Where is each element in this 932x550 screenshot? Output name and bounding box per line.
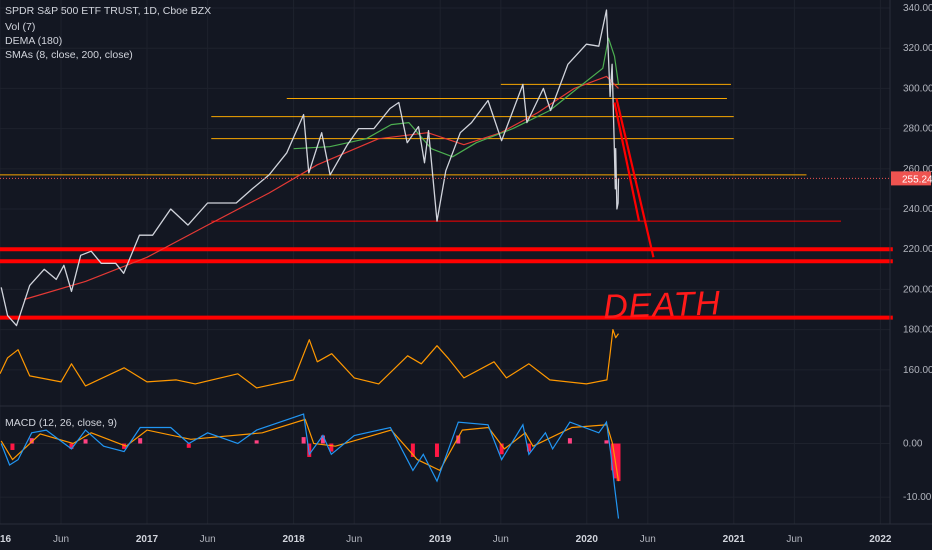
dema-line (23, 75, 619, 301)
symbol-title[interactable]: SPDR S&P 500 ETF TRUST, 1D, Cboe BZX (5, 5, 212, 17)
macd-histogram-bar (186, 443, 191, 448)
macd-histogram-bar (604, 440, 609, 444)
macd-histogram-bar (526, 443, 531, 452)
indicator-vol[interactable]: Vol (7) (5, 21, 36, 33)
time-axis[interactable]: 2016 Jun 2017 Jun 2018 Jun 2019 Jun 2020 Jun 2021 J… (0, 534, 892, 545)
macd-histogram-bar (410, 443, 415, 457)
macd-histogram-bar (254, 440, 259, 444)
macd-histogram-bar (456, 435, 461, 444)
macd-histogram-bar (122, 443, 127, 449)
macd-histogram-bar (301, 437, 306, 444)
macd-histogram-bar (138, 438, 143, 444)
time-tick-label: 2017 (136, 534, 159, 545)
macd-histogram-bar (616, 443, 621, 482)
price-tick-label: 300.00 (903, 83, 932, 94)
price-tick-label: 340.00 (903, 3, 932, 14)
time-tick-label: 2021 (723, 534, 746, 545)
time-tick-label: 2022 (869, 534, 892, 545)
macd-axis[interactable]: -10.00 0.00 (903, 439, 932, 504)
time-tick-label: 2018 (282, 534, 305, 545)
volume-line (0, 329, 619, 389)
price-tick-label: 280.00 (903, 124, 932, 135)
time-tick-label: Jun (200, 534, 216, 545)
price-tick-label: 220.00 (903, 244, 932, 255)
price-tick-label: 260.00 (903, 164, 932, 175)
macd-histogram-bar (434, 443, 439, 457)
price-axis[interactable]: 160.00 180.00 200.00 220.00 240.00 260.00 280.… (903, 3, 932, 376)
time-tick-label: 2020 (576, 534, 599, 545)
macd-tick-label: -10.00 (903, 492, 932, 503)
time-tick-label: 2016 (0, 534, 12, 545)
price-tick-label: 320.00 (903, 43, 932, 54)
time-tick-label: Jun (53, 534, 69, 545)
price-tick-label: 200.00 (903, 284, 932, 295)
last-price-label: 255.24 (891, 171, 932, 186)
macd-histogram-bar (83, 439, 88, 444)
macd-line (0, 413, 620, 519)
horizontal-levels[interactable] (0, 83, 893, 320)
macd-histogram-bar (320, 435, 325, 444)
price-series-layer (0, 9, 890, 389)
macd-histogram-bar (567, 438, 572, 444)
indicator-smas[interactable]: SMAs (8, close, 200, close) (5, 49, 133, 61)
indicator-macd[interactable]: MACD (12, 26, close, 9) (5, 417, 118, 429)
macd-histogram-bar (610, 443, 615, 471)
death-annotation[interactable]: DEATH (603, 284, 722, 326)
price-tick-label: 240.00 (903, 204, 932, 215)
indicator-dema[interactable]: DEMA (180) (5, 35, 63, 47)
drawn-arrow-line (613, 102, 641, 222)
macd-histogram-bar (329, 443, 334, 452)
last-price-badge (891, 171, 931, 186)
drawn-arrows[interactable] (613, 98, 655, 258)
price-tick-label: 180.00 (903, 325, 932, 336)
macd-histogram-bar (29, 438, 34, 444)
macd-layer (0, 413, 621, 519)
macd-signal-line (0, 418, 620, 482)
drawn-arrow-line (615, 98, 655, 258)
time-tick-label: Jun (493, 534, 509, 545)
macd-histogram-bar (499, 443, 504, 455)
time-tick-label: Jun (786, 534, 802, 545)
macd-histogram-bar (69, 443, 74, 449)
time-tick-label: 2019 (429, 534, 452, 545)
time-tick-label: Jun (346, 534, 362, 545)
price-line (0, 9, 620, 327)
last-price-value: 255.24 (902, 174, 932, 185)
time-tick-label: Jun (640, 534, 656, 545)
macd-histogram-bar (10, 443, 15, 450)
price-tick-label: 160.00 (903, 365, 932, 376)
macd-tick-label: 0.00 (903, 439, 923, 450)
sma-line (293, 37, 620, 158)
